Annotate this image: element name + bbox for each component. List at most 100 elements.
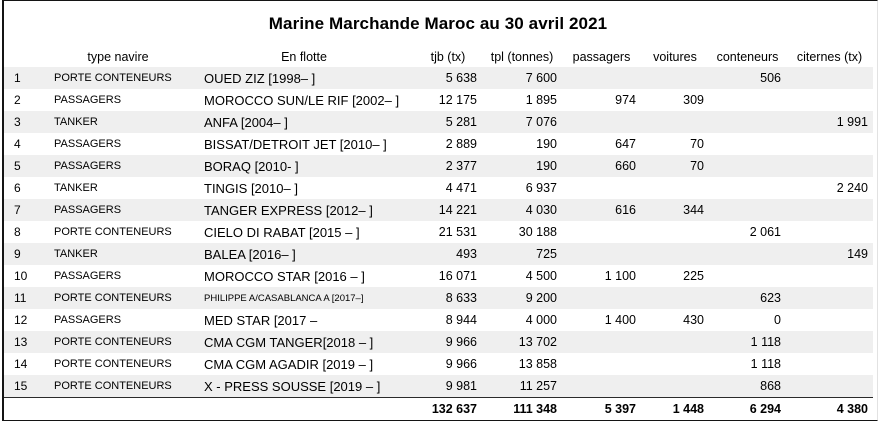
cell-tpl: 4 030 xyxy=(525,203,557,217)
cell-name: CMA CGM TANGER[2018 – ] xyxy=(204,334,374,350)
cell-voitures xyxy=(641,353,709,375)
cell-conteneurs xyxy=(709,177,786,199)
table-row: 13 PORTE CONTENEURS CMA CGM TANGER[2018 – … xyxy=(4,331,873,353)
cell-type: PASSAGERS xyxy=(54,94,122,106)
cell-num: 13 xyxy=(14,335,28,349)
cell-passagers xyxy=(562,353,641,375)
cell-citernes: 2 240 xyxy=(836,181,868,195)
totals-cell-voitures: 1 448 xyxy=(641,397,709,420)
cell-passagers: 1 100 xyxy=(604,269,636,283)
cell-name: CMA CGM AGADIR [2019 – ] xyxy=(204,356,374,372)
cell-tpl: 1 895 xyxy=(525,93,557,107)
cell-num: 15 xyxy=(14,379,28,393)
cell-tjb: 16 071 xyxy=(438,269,477,283)
cell-name: TANGER EXPRESS [2012– ] xyxy=(204,202,373,218)
cell-tpl: 7 076 xyxy=(525,115,557,129)
table-row: 2 PASSAGERS MOROCCO SUN/LE RIF [2002– ] 12 … xyxy=(4,89,873,111)
cell-tjb: 5 281 xyxy=(445,115,477,129)
cell-num: 14 xyxy=(14,357,28,371)
cell-tpl: 4 000 xyxy=(525,313,557,327)
cell-passagers xyxy=(562,111,641,133)
cell-tpl: 725 xyxy=(536,247,557,261)
cell-voitures xyxy=(641,111,709,133)
cell-conteneurs xyxy=(709,133,786,155)
cell-citernes xyxy=(786,309,873,331)
cell-num: 1 xyxy=(14,71,21,85)
cell-type: PASSAGERS xyxy=(54,204,122,216)
totals-cell-empty xyxy=(42,397,194,420)
fleet-table: type navire En flotte tjb (tx) tpl (tonn… xyxy=(4,44,873,420)
cell-tpl: 9 200 xyxy=(525,291,557,305)
cell-citernes xyxy=(786,67,873,89)
cell-type: PASSAGERS xyxy=(54,138,122,150)
cell-type: PASSAGERS xyxy=(54,270,122,282)
cell-num: 8 xyxy=(14,225,21,239)
cell-citernes xyxy=(786,265,873,287)
cell-name: TINGIS [2010– ] xyxy=(204,180,298,196)
cell-conteneurs: 1 118 xyxy=(750,335,781,349)
cell-passagers xyxy=(562,177,641,199)
cell-conteneurs: 0 xyxy=(774,313,781,327)
cell-type: TANKER xyxy=(54,248,98,260)
cell-citernes xyxy=(786,133,873,155)
cell-voitures xyxy=(641,331,709,353)
page-title: Marine Marchande Maroc au 30 avril 2021 xyxy=(268,14,608,33)
cell-voitures: 430 xyxy=(683,313,704,327)
column-header-conteneurs: conteneurs xyxy=(716,50,779,64)
cell-name: BISSAT/DETROIT JET [2010– ] xyxy=(204,136,387,152)
cell-num: 4 xyxy=(14,137,21,151)
cell-tpl: 30 188 xyxy=(518,225,557,239)
cell-passagers: 660 xyxy=(615,159,636,173)
table-row: 15 PORTE CONTENEURS X - PRESS SOUSSE [2019… xyxy=(4,375,873,398)
cell-tjb: 8 633 xyxy=(445,291,477,305)
column-header-passagers: passagers xyxy=(572,50,631,64)
cell-conteneurs: 2 061 xyxy=(749,225,781,239)
cell-passagers: 647 xyxy=(615,137,636,151)
totals-cell-conteneurs: 6 294 xyxy=(709,397,786,420)
cell-passagers xyxy=(562,287,641,309)
table-row: 6 TANKER TINGIS [2010– ] 4 471 6 937 2 240 xyxy=(4,177,873,199)
table-row: 11 PORTE CONTENEURS PHILIPPE A/CASABLANCA … xyxy=(4,287,873,309)
cell-conteneurs: 506 xyxy=(760,71,781,85)
table-row: 12 PASSAGERS MED STAR [2017 – 8 944 4 000 1 4… xyxy=(4,309,873,331)
cell-num: 6 xyxy=(14,181,21,195)
cell-type: PASSAGERS xyxy=(54,314,122,326)
cell-type: PORTE CONTENEURS xyxy=(54,292,172,304)
cell-conteneurs xyxy=(709,199,786,221)
cell-tpl: 11 257 xyxy=(519,379,557,393)
table-row: 14 PORTE CONTENEURS CMA CGM AGADIR [2019 –… xyxy=(4,353,873,375)
cell-name: X - PRESS SOUSSE [2019 – ] xyxy=(204,378,381,394)
cell-name: PHILIPPE A/CASABLANCA A [2017–] xyxy=(204,292,364,304)
cell-num: 2 xyxy=(14,93,21,107)
cell-num: 10 xyxy=(14,269,28,283)
cell-tpl: 7 600 xyxy=(525,71,557,85)
cell-passagers xyxy=(562,221,641,243)
cell-voitures xyxy=(641,375,709,398)
cell-num: 11 xyxy=(14,291,27,305)
cell-voitures xyxy=(641,287,709,309)
totals-cell-empty xyxy=(194,397,414,420)
cell-voitures: 70 xyxy=(690,159,704,173)
cell-conteneurs xyxy=(709,243,786,265)
cell-voitures: 309 xyxy=(683,93,704,107)
column-header-tjb: tjb (tx) xyxy=(430,50,466,64)
table-row: 1 PORTE CONTENEURS OUED ZIZ [1998– ] 5 638 7… xyxy=(4,67,873,89)
column-header-index xyxy=(4,44,42,67)
cell-num: 9 xyxy=(14,247,21,261)
cell-citernes: 1 991 xyxy=(836,115,868,129)
cell-passagers xyxy=(562,67,641,89)
cell-voitures xyxy=(641,221,709,243)
totals-cell-passagers: 5 397 xyxy=(562,397,641,420)
cell-conteneurs xyxy=(709,265,786,287)
cell-name: BALEA [2016– ] xyxy=(204,246,296,262)
header-row: type navire En flotte tjb (tx) tpl (tonn… xyxy=(4,44,873,67)
cell-conteneurs: 868 xyxy=(760,379,781,393)
cell-name: BORAQ [2010- ] xyxy=(204,158,299,174)
cell-passagers xyxy=(562,243,641,265)
cell-tpl: 13 702 xyxy=(518,335,557,349)
table-row: 5 PASSAGERS BORAQ [2010- ] 2 377 190 660 70 xyxy=(4,155,873,177)
cell-tpl: 6 937 xyxy=(525,181,557,195)
cell-voitures xyxy=(641,177,709,199)
